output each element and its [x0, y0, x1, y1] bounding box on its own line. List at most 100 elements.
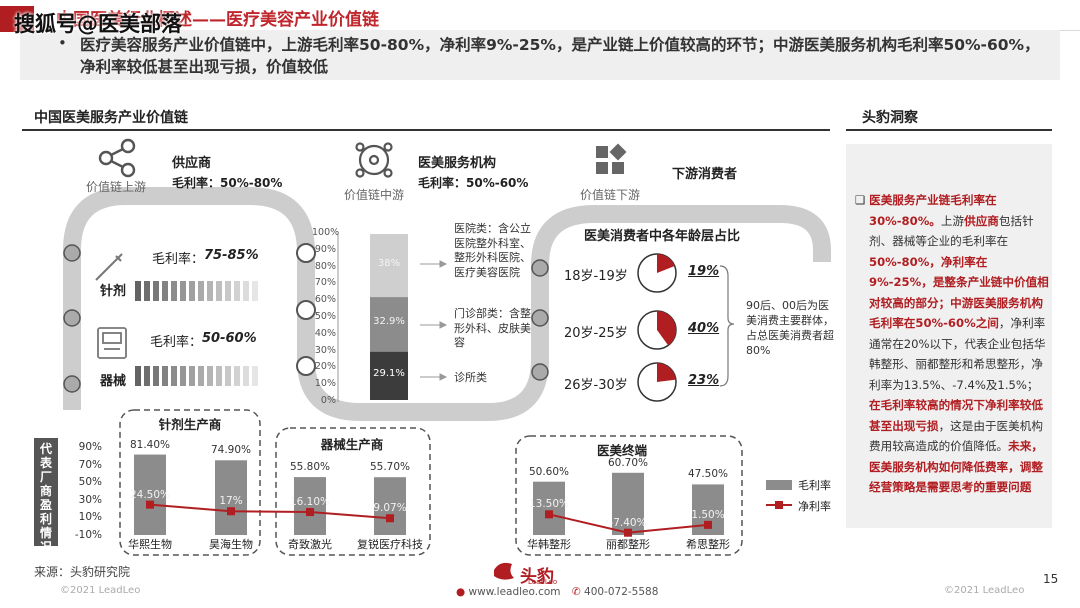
- gradient-stripe: [162, 366, 168, 386]
- insight-highlight: 医美服务产业链毛利率在30%-80%。: [869, 193, 997, 228]
- legend-label-gross: 毛利率: [798, 479, 831, 492]
- midstream-tag: 价值链中游: [344, 188, 405, 202]
- gradient-stripe: [243, 281, 249, 301]
- net-margin-polyline: [149, 503, 391, 520]
- net-margin-marker: [704, 520, 712, 529]
- source-note: 来源：头豹研究院: [34, 565, 131, 579]
- insight-highlight: 50%-80%，净利率在9%-25%，是整条产业链中价值相对较高的部分；中游医美…: [869, 254, 1049, 331]
- gross-margin-label: 55.80%: [289, 461, 331, 474]
- gradient-stripe: [144, 281, 150, 301]
- stack-tick: 50%: [314, 311, 336, 322]
- pie-slice: [657, 363, 676, 382]
- age-pie-charts: [637, 253, 677, 402]
- legend-swatch-gross: [766, 480, 792, 490]
- stack-segment: [370, 234, 408, 298]
- gradient-stripe: [135, 281, 141, 301]
- profit-ytick: 30%: [78, 493, 102, 506]
- stack-segment-label: 38%: [377, 257, 401, 269]
- net-margin-marker: [545, 510, 553, 519]
- section-rule-right: [846, 129, 1052, 131]
- gradient-stripe: [225, 281, 231, 301]
- net-margin-label: 24.50%: [129, 488, 171, 501]
- downstream-name: 下游消费者: [672, 167, 738, 182]
- age-group-pct: 23%: [688, 373, 720, 388]
- node-dot: [531, 363, 549, 381]
- net-margin-label: 1.50%: [691, 508, 725, 521]
- footer-site[interactable]: www.leadleo.com: [468, 586, 561, 598]
- globe-icon: ●: [456, 586, 466, 598]
- needle-label: 针剂: [100, 284, 127, 299]
- company-label: 复锐医疗科技: [357, 538, 423, 551]
- stack-arrows: [420, 260, 448, 381]
- header-accent-block: [0, 6, 34, 32]
- logo-text: 头豹: [520, 567, 554, 587]
- stack-segment-label: 32.9%: [373, 316, 405, 328]
- stack-segment: [370, 297, 408, 352]
- net-margin-marker: [306, 508, 314, 517]
- stack-segment-desc: 医院类：含公立医院整外科室、整形外科医院、医疗美容医院: [454, 222, 531, 279]
- device-label: 器械: [100, 374, 127, 389]
- profit-ylabel: 代表厂商盈利情况: [40, 442, 53, 554]
- phone-icon: ✆: [571, 586, 581, 598]
- gradient-stripe: [198, 366, 204, 386]
- needle-margin-label: 毛利率：: [152, 252, 205, 267]
- stack-tick: 10%: [314, 378, 336, 390]
- profit-ylabel-box: [34, 438, 58, 546]
- stack-segment-desc: 门诊部类：含整形外科、皮肤美容: [454, 307, 531, 349]
- gross-margin-bar: [533, 481, 565, 535]
- stack-tick: 100%: [312, 227, 340, 238]
- footer-contact: ● www.leadleo.com ✆ 400-072-5588: [456, 586, 658, 598]
- profit-ytick: 50%: [78, 476, 102, 489]
- node-dot: [63, 309, 81, 327]
- age-group-label: 26岁-30岁: [564, 378, 628, 393]
- gradient-stripe: [135, 366, 141, 386]
- gradient-stripe: [216, 281, 222, 301]
- gradient-stripe: [216, 366, 222, 386]
- company-label: 华韩整形: [527, 538, 571, 551]
- summary-box: [20, 30, 1060, 80]
- gross-margin-label: 47.50%: [687, 468, 729, 481]
- share-icon: [98, 138, 136, 178]
- gradient-stripe: [171, 281, 177, 301]
- value-chain-track: [63, 187, 831, 421]
- profit-ytick: 10%: [78, 511, 102, 524]
- stack-segment-label: 29.1%: [373, 367, 405, 379]
- node-dot: [531, 259, 549, 277]
- summary-bullet: •: [58, 34, 67, 52]
- gradient-stripe: [198, 281, 204, 301]
- profit-group-title: 器械生产商: [320, 437, 384, 452]
- gradient-stripe: [171, 366, 177, 386]
- legend-label-net: 净利率: [798, 500, 831, 513]
- gross-margin-bar: [294, 477, 326, 535]
- stack-tick: 30%: [314, 344, 336, 356]
- gross-margin-label: 81.40%: [129, 438, 171, 451]
- needle-gradient-bar: [135, 281, 258, 301]
- gradient-stripe: [189, 281, 195, 301]
- pie-slice: [657, 254, 675, 273]
- profit-bars: [134, 454, 724, 535]
- node-dot: [63, 244, 81, 262]
- group-box-device: [275, 427, 431, 556]
- section-title-value-chain: 中国医美服务产业价值链: [34, 110, 188, 126]
- profit-ytick: 70%: [78, 458, 102, 471]
- age-bracket: [719, 265, 735, 387]
- stack-tick: 90%: [314, 243, 336, 255]
- age-group-label: 18岁-19岁: [564, 269, 628, 284]
- node-circle: [296, 356, 316, 376]
- insight-highlight: 供应商: [964, 213, 999, 228]
- node-circle: [296, 243, 316, 263]
- blocks-icon: [596, 143, 627, 174]
- needle-margin-value: 75-85%: [204, 248, 259, 263]
- gross-margin-label: 74.90%: [210, 444, 252, 457]
- net-margin-marker: [386, 514, 394, 523]
- node-circle: [296, 300, 316, 320]
- net-margin-label: 17%: [219, 495, 243, 508]
- profit-group-title: 医美终端: [596, 443, 647, 458]
- gross-margin-label: 50.60%: [528, 465, 570, 478]
- logo-subtext: LeadLeo: [528, 578, 558, 586]
- profit-ytick: -10%: [74, 529, 102, 541]
- insight-fragment: ，这是由于医美机构费用较高造成的价值降低。: [869, 418, 1043, 454]
- age-chart-title: 医美消费者中各年龄层占比: [584, 229, 741, 244]
- device-gradient-bar: [135, 366, 258, 386]
- stack-segment: [370, 351, 408, 400]
